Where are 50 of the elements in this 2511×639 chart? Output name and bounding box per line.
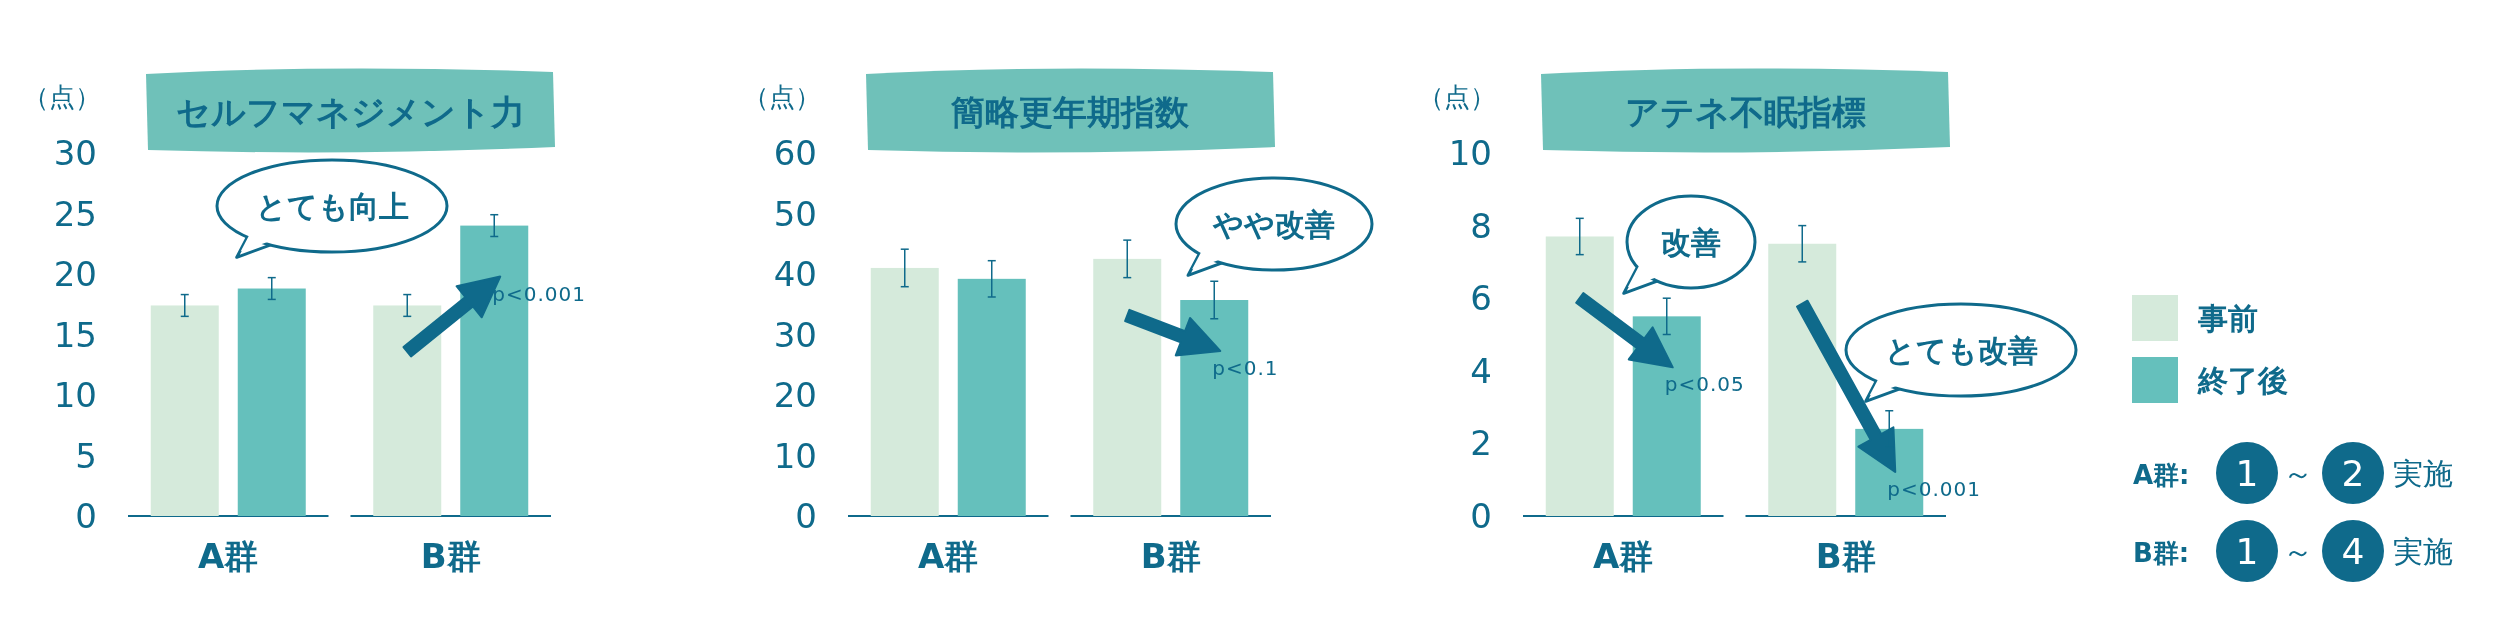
text: B群:	[2133, 538, 2190, 568]
text: 1	[2235, 453, 2259, 494]
y-tick-label: 6	[1470, 278, 1492, 319]
legend-label: 終了後	[2197, 363, 2288, 398]
chart-title: アテネ不眠指標	[1624, 92, 1866, 132]
x-tick-label: B群	[1140, 536, 1201, 576]
y-tick-label: 5	[75, 435, 97, 476]
y-tick-label: 4	[1470, 350, 1492, 391]
y-tick-label: 30	[53, 133, 97, 173]
y-tick-label: 10	[773, 435, 817, 476]
y-tick-label: 10	[53, 375, 97, 415]
y-axis-title: （点）	[1418, 82, 1496, 112]
text: ～	[2283, 456, 2313, 491]
y-tick-label: 10	[1448, 133, 1492, 173]
text: 4	[2341, 531, 2365, 572]
y-tick-label: 8	[1470, 205, 1492, 246]
y-tick-label: 50	[773, 193, 817, 234]
annotation: とても改善	[1884, 333, 2038, 368]
y-axis-title: （点）	[23, 82, 101, 112]
text: 1	[2235, 531, 2259, 572]
y-axis-title: （点）	[743, 82, 821, 112]
text: ～	[2283, 534, 2313, 569]
y-tick-label: 0	[75, 496, 97, 536]
text: A群:	[2133, 460, 2190, 490]
y-tick-label: 25	[53, 193, 97, 234]
y-tick-label: 20	[53, 254, 97, 294]
text: 2	[2341, 453, 2365, 494]
bar	[237, 288, 306, 516]
x-tick-label: A群	[918, 536, 979, 576]
x-tick-label: A群	[198, 536, 259, 576]
y-tick-label: 20	[773, 375, 817, 415]
y-tick-label: 2	[1470, 423, 1492, 464]
annotation: 改善	[1661, 225, 1721, 260]
chart-title: セルフマネジメント力	[175, 92, 525, 132]
legend-label: 事前	[2197, 301, 2258, 336]
y-tick-label: 30	[773, 314, 817, 355]
y-tick-label: 0	[1470, 496, 1492, 536]
y-tick-label: 15	[53, 314, 97, 355]
x-tick-label: B群	[1815, 536, 1876, 576]
y-tick-label: 40	[773, 254, 817, 294]
annotation: やや改善	[1212, 207, 1335, 242]
bar	[150, 305, 219, 516]
text: 実施	[2393, 534, 2453, 569]
y-tick-label: 60	[773, 133, 817, 173]
y-tick-label: 0	[795, 496, 817, 536]
x-tick-label: A群	[1593, 536, 1654, 576]
x-tick-label: B群	[420, 536, 481, 576]
annotation: とても向上	[255, 189, 409, 224]
text: 実施	[2393, 456, 2453, 491]
chart-title: 簡略更年期指数	[950, 92, 1190, 132]
